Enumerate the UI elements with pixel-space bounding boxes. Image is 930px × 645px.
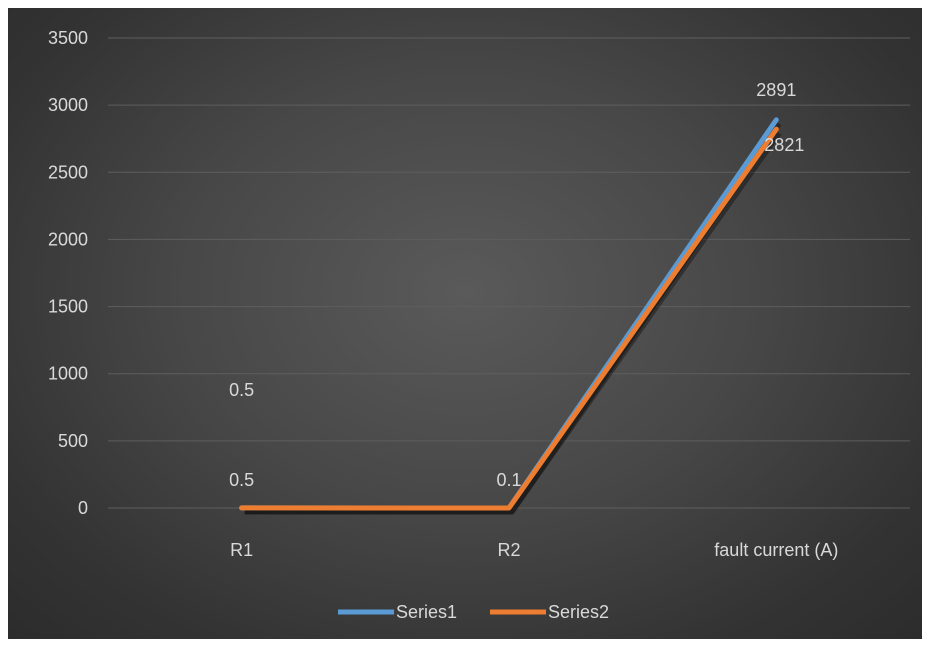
y-tick-label: 0 — [78, 498, 88, 518]
chart-area: 0 500 1000 1500 2000 2500 3000 3500 R1 R2 fault c… — [8, 8, 922, 639]
series-shadow — [244, 122, 782, 515]
x-axis-ticks: R1 R2 fault current (A) — [230, 540, 838, 560]
data-label: 0.1 — [496, 470, 521, 490]
data-label: 0.5 — [229, 470, 254, 490]
legend-entry: Series2 — [548, 602, 609, 622]
legend-entry: Series1 — [396, 602, 457, 622]
series-lines — [239, 117, 782, 515]
legend: Series1 Series2 — [338, 602, 609, 622]
y-tick-label: 3500 — [48, 28, 88, 48]
data-label: 0.5 — [229, 380, 254, 400]
data-labels: 0.5 2891 0.5 0.1 2821 — [229, 80, 804, 490]
line-chart: 0 500 1000 1500 2000 2500 3000 3500 R1 R2 fault c… — [48, 28, 910, 622]
y-tick-label: 2000 — [48, 229, 88, 249]
x-tick-label: fault current (A) — [714, 540, 838, 560]
data-label: 2821 — [764, 135, 804, 155]
y-tick-label: 1500 — [48, 297, 88, 317]
series-line-series2 — [239, 126, 779, 511]
data-label: 2891 — [756, 80, 796, 100]
y-tick-label: 2500 — [48, 162, 88, 182]
gridlines — [108, 37, 910, 509]
y-tick-label: 1000 — [48, 364, 88, 384]
y-tick-label: 3000 — [48, 95, 88, 115]
y-tick-label: 500 — [58, 431, 88, 451]
x-tick-label: R2 — [497, 540, 520, 560]
y-axis-ticks: 0 500 1000 1500 2000 2500 3000 3500 — [48, 28, 88, 518]
x-tick-label: R1 — [230, 540, 253, 560]
series-shadow — [244, 131, 782, 515]
series-line-series1 — [239, 117, 779, 511]
